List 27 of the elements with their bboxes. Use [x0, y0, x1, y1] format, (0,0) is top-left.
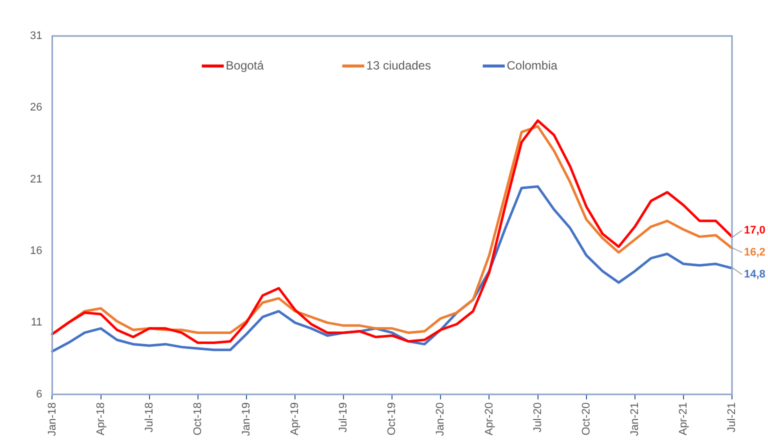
x-tick-label: Jan-19	[240, 402, 252, 436]
x-tick-label: Jan-20	[434, 402, 447, 436]
x-tick-label: Apr-21	[677, 402, 690, 436]
x-tick-label: Jul-21	[726, 402, 738, 432]
x-tick-label: Oct-18	[192, 402, 204, 436]
y-tick-label: 31	[30, 30, 42, 42]
x-tick-label: Apr-19	[289, 402, 302, 436]
x-tick-label: Apr-18	[94, 402, 107, 436]
x-tick-label: Jan-18	[46, 402, 58, 436]
y-tick-label: 6	[36, 388, 42, 400]
x-tick-label: Jul-18	[143, 402, 156, 432]
x-tick-label: Jul-19	[338, 402, 350, 432]
y-tick-label: 21	[30, 173, 42, 186]
data-label: 16,2	[744, 246, 766, 258]
x-tick-label: Apr-20	[483, 402, 496, 436]
legend-label: Colombia	[506, 58, 558, 72]
legend-label: Bogotá	[226, 58, 264, 72]
y-tick-label: 26	[30, 102, 42, 114]
x-tick-label: Oct-20	[580, 402, 592, 436]
y-tick-label: 11	[30, 316, 42, 329]
x-tick-label: Jan-21	[628, 402, 641, 436]
y-tick-label: 16	[30, 245, 42, 258]
data-label: 14,8	[744, 268, 766, 280]
legend-label: 13 ciudades	[366, 58, 431, 72]
x-tick-label: Jul-20	[532, 402, 544, 432]
x-tick-label: Oct-19	[386, 402, 398, 436]
data-label: 17,0	[744, 224, 766, 236]
